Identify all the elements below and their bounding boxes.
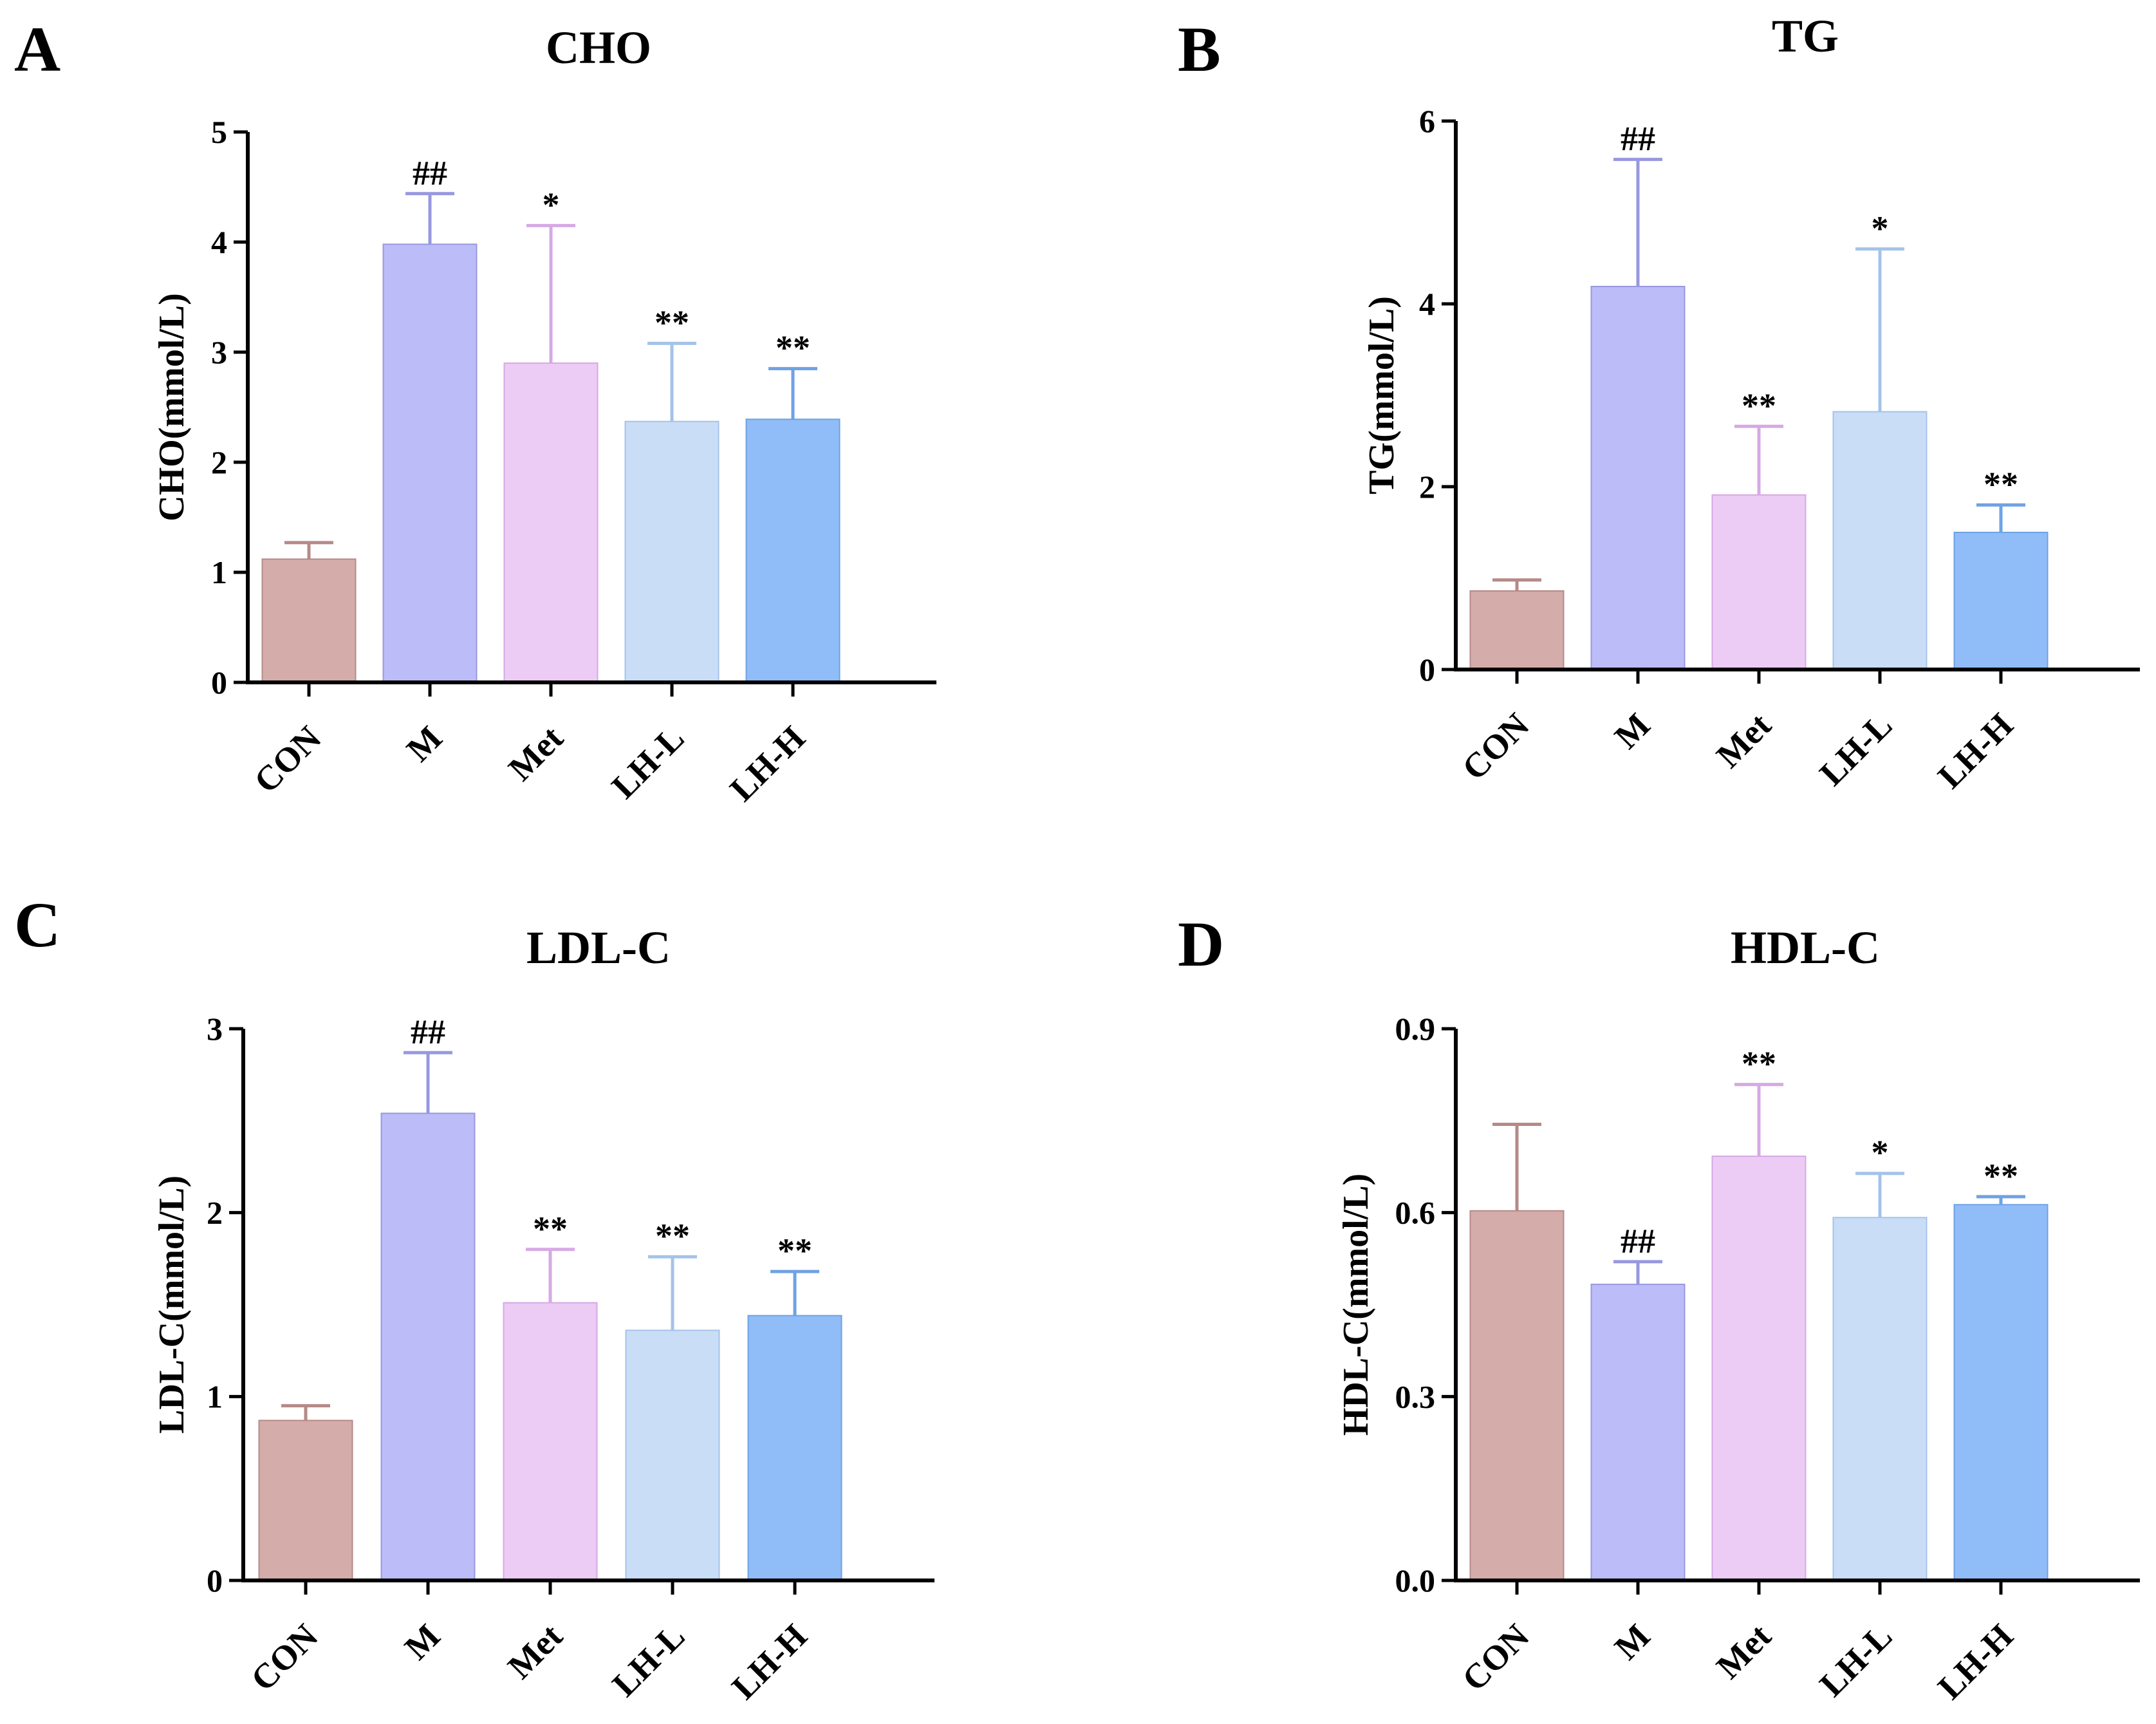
significance-mark: **	[1984, 1157, 2018, 1195]
significance-mark: **	[655, 1217, 690, 1255]
x-tick-label: CON	[1454, 706, 1536, 787]
bar-lh-l	[624, 420, 720, 683]
bar-m	[382, 243, 478, 684]
y-tick-label: 0	[1419, 651, 1435, 688]
x-tick-label: LH-L	[605, 1616, 692, 1704]
bar-con	[1469, 1210, 1565, 1582]
y-tick-label: 2	[207, 1195, 223, 1231]
significance-mark: **	[533, 1210, 568, 1248]
x-tick-label: CON	[243, 1616, 325, 1698]
bar-lh-h	[1953, 532, 2049, 670]
y-axis-label: HDL-C(mmol/L)	[1336, 1174, 1376, 1436]
y-tick-label: 3	[207, 1011, 223, 1047]
significance-mark: *	[1872, 209, 1889, 248]
y-tick-label: 0.0	[1395, 1562, 1436, 1598]
bar-m	[1590, 1284, 1686, 1581]
bar-con	[261, 558, 357, 683]
y-axis-label: TG(mmol/L)	[1362, 296, 1402, 494]
bar-lh-h	[745, 418, 841, 683]
panel-letter: D	[1178, 908, 1224, 980]
chart-title: TG	[1772, 10, 1839, 62]
significance-mark: *	[543, 185, 560, 224]
y-axis-label: CHO(mmol/L)	[152, 293, 192, 521]
x-tick-label: LH-H	[1930, 1616, 2020, 1707]
x-tick-label: CON	[1454, 1616, 1536, 1698]
significance-mark: ##	[1621, 1222, 1655, 1260]
y-tick-label: 0.3	[1395, 1378, 1436, 1414]
y-axis-label: LDL-C(mmol/L)	[152, 1176, 192, 1434]
chart-title: CHO	[546, 22, 651, 73]
y-tick-label: 0	[211, 664, 227, 700]
x-tick-label: M	[1607, 706, 1657, 756]
y-tick-label: 4	[211, 224, 227, 260]
y-tick-label: 1	[211, 554, 227, 590]
bar-lh-l	[1832, 411, 1928, 670]
y-tick-label: 0.6	[1395, 1195, 1436, 1231]
y-tick-label: 3	[211, 334, 227, 370]
y-tick-label: 1	[207, 1378, 223, 1414]
x-tick-label: Met	[1709, 1616, 1778, 1686]
chart-title: HDL-C	[1731, 922, 1880, 973]
bar-lh-l	[1832, 1217, 1928, 1581]
significance-mark: **	[777, 1232, 812, 1270]
y-tick-label: 0	[207, 1562, 223, 1598]
bar-con	[1469, 590, 1565, 671]
panel-letter: A	[14, 14, 60, 85]
y-tick-label: 2	[211, 444, 227, 480]
significance-mark: **	[1984, 465, 2018, 503]
chart-title: LDL-C	[526, 922, 671, 973]
panel-letter: C	[14, 889, 60, 960]
x-tick-label: Met	[1709, 706, 1778, 775]
panel-b: B TG TG(mmol/L) CON ## M ** Met * LH-L ** LH-H 0 2 4 6	[1178, 10, 2140, 796]
significance-mark: *	[1872, 1134, 1889, 1172]
x-tick-label: LH-L	[1812, 1616, 1900, 1704]
x-tick-label: M	[397, 1616, 447, 1667]
x-tick-label: LH-H	[1930, 706, 2020, 796]
x-tick-label: CON	[246, 718, 328, 800]
panel-d: D HDL-C HDL-C(mmol/L) CON ## M ** Met * LH-L ** LH-…	[1178, 908, 2140, 1707]
y-tick-label: 0.9	[1395, 1011, 1436, 1047]
bar-lh-h	[1953, 1204, 2049, 1581]
significance-mark: **	[1742, 1045, 1776, 1083]
panel-c: C LDL-C LDL-C(mmol/L) CON ## M ** Met ** LH-L ** LH…	[14, 889, 934, 1707]
x-tick-label: LH-L	[1812, 706, 1900, 793]
significance-mark: **	[1742, 386, 1776, 425]
bar-met	[1711, 494, 1807, 671]
bar-m	[380, 1112, 476, 1581]
bar-met	[1711, 1156, 1807, 1582]
bar-con	[258, 1419, 353, 1581]
significance-mark: ##	[411, 1013, 445, 1051]
significance-mark: **	[655, 303, 689, 342]
x-tick-label: Met	[501, 718, 570, 788]
x-tick-label: M	[1607, 1616, 1657, 1667]
y-tick-label: 4	[1419, 286, 1435, 322]
x-tick-label: Met	[500, 1616, 570, 1686]
significance-mark: ##	[413, 154, 447, 192]
y-tick-label: 2	[1419, 469, 1435, 505]
bar-lh-l	[625, 1329, 720, 1582]
significance-mark: **	[776, 329, 810, 368]
x-tick-label: LH-H	[724, 1616, 814, 1707]
bar-met	[503, 362, 599, 683]
x-tick-label: M	[399, 718, 449, 769]
bar-m	[1590, 286, 1686, 670]
bar-lh-h	[747, 1315, 842, 1581]
y-tick-label: 6	[1419, 103, 1435, 139]
x-tick-label: LH-L	[604, 718, 692, 806]
panel-a: A CHO CHO(mmol/L) CON ## M * Met ** LH-L ** LH-H 0 1 2…	[14, 14, 936, 809]
y-tick-label: 5	[211, 114, 227, 150]
bar-met	[503, 1302, 598, 1581]
x-tick-label: LH-H	[722, 718, 812, 809]
panel-letter: B	[1178, 14, 1221, 85]
significance-mark: ##	[1621, 120, 1655, 158]
